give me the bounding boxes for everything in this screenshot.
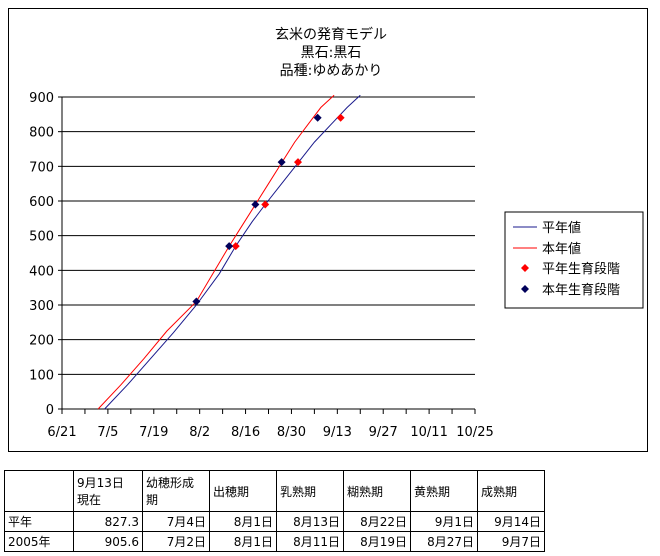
chart-frame: 玄米の発育モデル 黒石:黒石 品種:ゆめあかり 0 100 200 300 400 500… [8,8,648,452]
table-cell: 8月11日 [276,531,344,552]
series-point-3 [277,158,286,167]
y-tick-label: 700 [29,160,54,175]
table-cell: 8月1日 [209,531,277,552]
y-tick-label: 0 [46,403,54,418]
legend-swatch-honnen-stage [521,285,529,293]
table-body: 平年 827.3 7月4日 8月1日 8月13日 8月22日 9月1日 9月14日 2005年 9… [4,511,545,552]
chart-title-line-2: 黒石:黒石 [301,45,362,61]
x-tick-label: 10/11 [410,425,447,440]
series-point-2 [261,200,270,209]
table-cell: 9月7日 [477,531,545,552]
series-point-2 [231,242,240,251]
series-point-2 [336,113,345,122]
x-tick-label: 8/30 [277,425,306,440]
table-header-cell: 出穂期 [209,470,277,512]
chart-title-line-1: 玄米の発育モデル [275,26,387,43]
series-point-3 [192,297,201,306]
table-header-cell: 9月13日 現在 [73,470,143,512]
growth-stage-table: 9月13日 現在 幼穂形成期出穂期 乳熟期 糊熟期 黄熟期 成熟期 平年 827.3 7月4日 8… [4,470,545,552]
legend-label-honnen-line: 本年値 [542,241,581,257]
table-cell: 7月4日 [142,511,210,532]
x-tick-label: 9/13 [323,425,352,440]
table-cell: 8月1日 [209,511,277,532]
y-tick-label: 200 [29,334,54,349]
x-tick-label: 8/2 [189,425,210,440]
table-header-cell: 乳熟期 [276,470,344,512]
series-point-3 [225,242,234,251]
legend-swatch-heinen-stage [521,264,529,272]
x-tick-label: 10/25 [456,425,493,440]
table-row-label: 2005年 [4,531,74,552]
table-cell: 8月22日 [343,511,411,532]
y-tick-label: 400 [29,264,54,279]
table-cell: 8月19日 [343,531,411,552]
y-tick-label: 800 [29,126,54,141]
legend: 平年値 本年値 平年生育段階 本年生育段階 [504,211,644,309]
table-cell: 8月13日 [276,511,344,532]
table-cell: 9月14日 [477,511,545,532]
series-line-0 [104,94,361,410]
y-tick-label: 500 [29,230,54,245]
table-row-label: 平年 [4,511,74,532]
rice-growth-chart: 玄米の発育モデル 黒石:黒石 品種:ゆめあかり 0 100 200 300 400 500… [29,26,644,440]
x-tick-label: 8/16 [231,425,260,440]
series-point-3 [251,200,260,209]
y-tick-label: 900 [29,91,54,106]
x-tick-label: 7/5 [97,425,118,440]
series-line-1 [97,94,335,410]
table-header-cell: 成熟期 [477,470,545,512]
chart-title-line-3: 品種:ゆめあかり [280,63,383,79]
table-row: 平年 827.3 7月4日 8月1日 8月13日 8月22日 9月1日 9月14日 [4,511,545,532]
legend-label-heinen-line: 平年値 [542,220,581,236]
legend-label-heinen-stage: 平年生育段階 [542,261,620,277]
y-tick-label: 300 [29,299,54,314]
table-cell: 905.6 [73,531,143,552]
y-tick-label: 100 [29,368,54,383]
x-tick-label: 6/21 [47,425,76,440]
table-cell: 8月27日 [410,531,478,552]
y-tick-label: 600 [29,195,54,210]
table-cell: 9月1日 [410,511,478,532]
chart-title: 玄米の発育モデル 黒石:黒石 品種:ゆめあかり [275,26,387,79]
table-row: 2005年 905.6 7月2日 8月1日 8月11日 8月19日 8月27日 9月7日 [4,531,545,552]
plot-area: 0 100 200 300 400 500 600 700 800 900 6/21 7/5 7/19 8… [29,91,494,440]
table-cell: 7月2日 [142,531,210,552]
x-tick-label: 7/19 [139,425,168,440]
table-header-cell: 黄熟期 [410,470,478,512]
table-header-row: 9月13日 現在 幼穂形成期出穂期 乳熟期 糊熟期 黄熟期 成熟期 [4,470,545,512]
legend-label-honnen-stage: 本年生育段階 [542,282,620,298]
table-header-cell: 糊熟期 [343,470,411,512]
table-header-cell: 幼穂形成期 [142,470,210,512]
x-tick-label: 9/27 [369,425,398,440]
series-point-3 [313,113,322,122]
table-header-cell [4,470,74,512]
legend-box [504,211,644,309]
table-cell: 827.3 [73,511,143,532]
series-point-2 [294,158,302,167]
